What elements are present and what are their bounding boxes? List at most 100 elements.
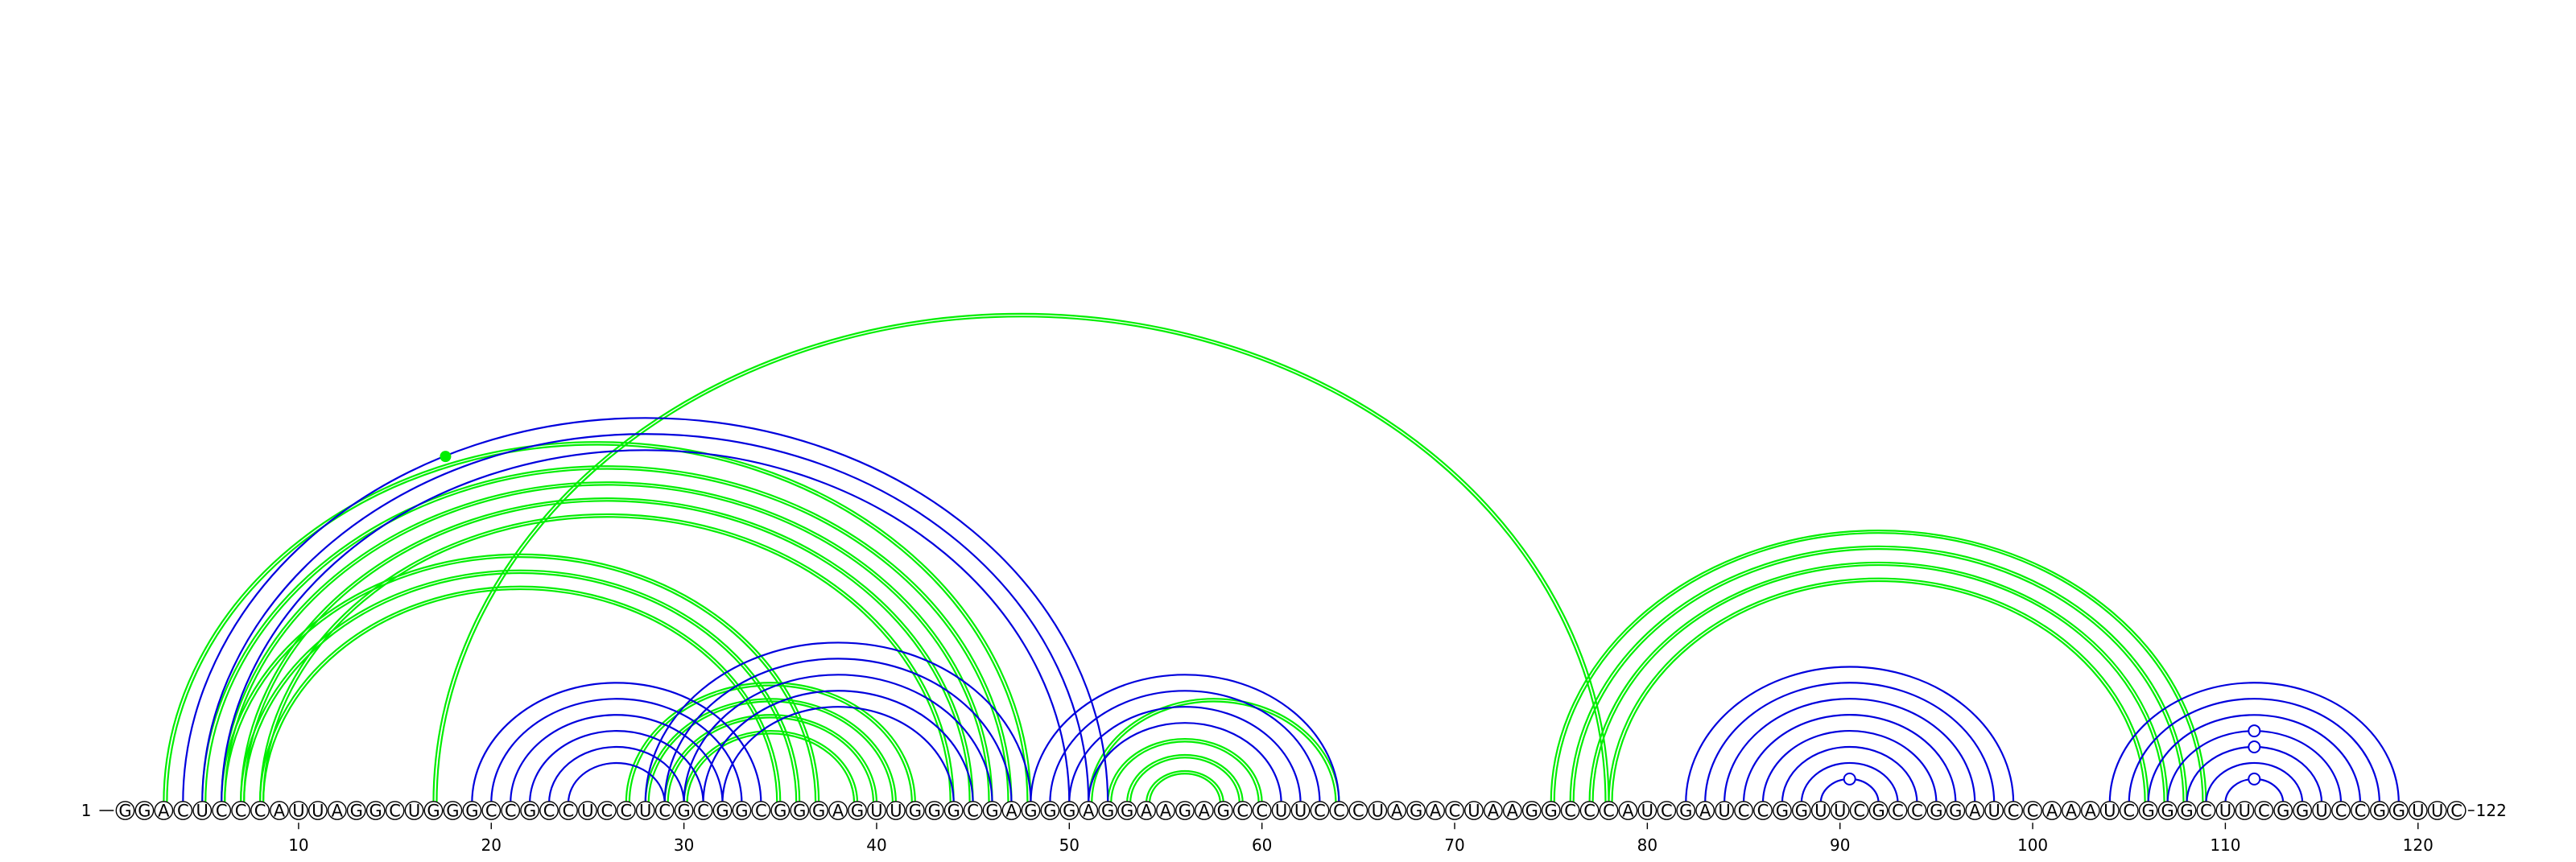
nucleotide-circle	[1137, 801, 1156, 820]
nucleotide-circle	[2062, 801, 2081, 820]
nucleotide-letter: U	[408, 802, 420, 821]
nucleotide-circle	[559, 801, 578, 820]
nucleotide-circle	[2177, 801, 2197, 820]
nucleotide-circle	[1791, 801, 1811, 820]
green-arc-inner-29-40	[667, 717, 875, 803]
nucleotide-letter: U	[312, 802, 324, 821]
nucleotide-76: C	[1560, 801, 1580, 821]
tick-label-120: 120	[2403, 835, 2434, 855]
nucleotide-letter: U	[292, 802, 304, 821]
green-arc-7-36	[240, 569, 801, 803]
nucleotide-17: G	[423, 801, 444, 821]
green-arc-52-60	[1107, 738, 1263, 803]
nucleotide-letter: C	[1757, 802, 1769, 821]
nucleotide-64: C	[1329, 801, 1349, 821]
nucleotide-circle	[1252, 801, 1272, 820]
nucleotide-50: G	[1059, 801, 1080, 821]
nucleotide-80: U	[1637, 801, 1657, 821]
nucleotide-111: U	[2235, 801, 2255, 821]
blue-arc-22-31	[529, 729, 704, 803]
nucleotide-circle	[1079, 801, 1099, 820]
nucleotide-circle	[2388, 801, 2409, 820]
nucleotide-93: C	[1888, 801, 1908, 821]
nucleotide-letter: G	[1217, 802, 1230, 821]
nucleotide-circle	[1965, 801, 1985, 820]
open-pair-marker-110-113	[2248, 772, 2261, 786]
green-arc-inner-7-36	[243, 571, 798, 803]
nucleotide-74: G	[1521, 801, 1542, 821]
nucleotide-38: A	[828, 801, 848, 821]
nucleotide-circle	[2312, 801, 2331, 820]
nucleotide-circle	[905, 801, 925, 820]
nucleotide-66: U	[1368, 801, 1388, 821]
green-arc-54-58	[1145, 769, 1224, 803]
blue-arc-48-64	[1030, 674, 1340, 803]
nucleotide-99: C	[2004, 801, 2024, 821]
blue-arc-109-114	[2205, 761, 2304, 803]
nucleotide-letter: U	[1988, 802, 2000, 821]
nucleotide-letter: G	[677, 802, 690, 821]
nucleotide-letter: C	[697, 802, 709, 821]
nucleotide-95: G	[1926, 801, 1946, 821]
nucleotide-11: U	[308, 801, 328, 821]
green-arc-inner-76-108	[1574, 549, 2184, 803]
tick-label-20: 20	[481, 835, 502, 855]
nucleotide-letter: G	[2161, 802, 2174, 821]
tick-label-10: 10	[288, 835, 308, 855]
nucleotide-letter: C	[2200, 802, 2212, 821]
nucleotide-letter: A	[2085, 802, 2097, 821]
nucleotide-83: A	[1695, 801, 1715, 821]
nucleotide-15: C	[385, 801, 405, 821]
nucleotide-circle	[963, 801, 983, 820]
nucleotide-circle	[539, 801, 559, 820]
nucleotide-circle	[654, 801, 675, 820]
nucleotide-12: A	[327, 801, 347, 821]
pair-markers-layer	[440, 451, 2261, 786]
nucleotide-109: C	[2196, 801, 2216, 821]
nucleotide-10: U	[289, 801, 308, 821]
nucleotide-114: G	[2293, 801, 2313, 821]
nucleotide-letter: G	[947, 802, 960, 821]
nucleotide-1: G	[115, 801, 135, 821]
blue-arc-105-118	[2128, 698, 2380, 803]
nucleotide-circle	[2446, 801, 2467, 820]
nucleotide-circle	[1695, 801, 1715, 820]
nucleotide-circle	[2215, 801, 2235, 820]
nucleotide-circle	[173, 801, 193, 820]
nucleotide-circle	[1194, 801, 1214, 820]
nucleotide-circle	[1502, 801, 1522, 820]
nucleotide-circle	[2196, 801, 2216, 820]
nucleotide-circle	[1637, 801, 1657, 820]
nucleotide-58: G	[1213, 801, 1233, 821]
nucleotide-letter: A	[2046, 802, 2058, 821]
nucleotide-circle	[250, 801, 270, 820]
nucleotide-letter: U	[1294, 802, 1307, 821]
sequence-backbone: 1 122	[81, 801, 2507, 820]
nucleotide-108: G	[2177, 801, 2197, 821]
nucleotide-letter: C	[1911, 802, 1923, 821]
nucleotide-letter: G	[446, 802, 459, 821]
nucleotide-circle	[1773, 801, 1792, 820]
nucleotide-circle	[2235, 801, 2255, 820]
nucleotide-29: C	[654, 801, 675, 821]
green-arc-inner-28-41	[647, 700, 894, 803]
nucleotide-circle	[2254, 801, 2274, 820]
nucleotide-115: U	[2312, 801, 2331, 821]
nucleotide-circle	[2080, 801, 2100, 820]
green-arc-5-47	[201, 465, 1013, 803]
green-arc-27-42	[625, 682, 916, 803]
sequence-end-label: 122	[2476, 801, 2507, 820]
nucleotide-circle	[270, 801, 289, 820]
nucleotide-letter: A	[1199, 802, 1211, 821]
nucleotide-circle	[1946, 801, 1966, 820]
nucleotide-8: C	[250, 801, 270, 821]
nucleotide-117: C	[2351, 801, 2370, 821]
nucleotide-circle	[1271, 801, 1291, 820]
nucleotide-letter: G	[1795, 802, 1808, 821]
blue-arc-30-46	[683, 674, 993, 803]
nucleotide-59: C	[1232, 801, 1253, 821]
nucleotide-79: A	[1618, 801, 1638, 821]
blue-arc-86-95	[1761, 730, 1938, 803]
nucleotide-45: C	[963, 801, 983, 821]
nucleotide-letter: C	[235, 802, 247, 821]
